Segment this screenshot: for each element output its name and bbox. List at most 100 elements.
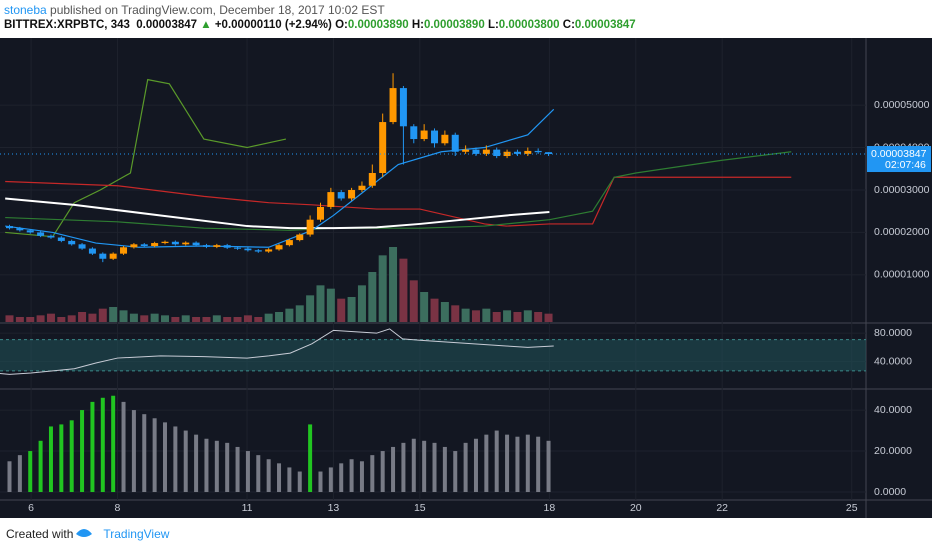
candle-body xyxy=(316,206,324,220)
volume-bar xyxy=(254,317,263,322)
symbol: BITTREX:XRPBTC, 343 xyxy=(4,19,130,31)
candle-body xyxy=(503,151,511,157)
histogram-bar xyxy=(48,426,53,493)
histogram-bar xyxy=(401,442,406,493)
volume-bar xyxy=(544,313,553,322)
y-tick-label: 0.00003000 xyxy=(874,184,930,196)
countdown: 02:07:46 xyxy=(885,159,926,171)
candle-body xyxy=(482,149,490,154)
candle-body xyxy=(399,88,407,127)
y-tick-label: 0.0000 xyxy=(874,486,906,498)
indicator-line xyxy=(5,197,550,230)
volume-bar xyxy=(264,313,273,322)
volume-bar xyxy=(389,247,398,322)
candle-body xyxy=(26,230,34,233)
last-price: 0.00003847 xyxy=(136,19,198,31)
volume-bar xyxy=(316,285,325,322)
y-tick-label: 0.00001000 xyxy=(874,269,930,281)
candle-body xyxy=(420,130,428,140)
volume-bar xyxy=(357,285,366,322)
candle-body xyxy=(389,88,397,123)
histogram-bar xyxy=(536,436,541,493)
volume-bar xyxy=(119,310,128,322)
indicator-line xyxy=(5,151,792,231)
histogram-bar xyxy=(142,414,147,493)
y-tick-label: 0.00005000 xyxy=(874,99,930,111)
histogram-bar xyxy=(494,430,499,493)
rsi-band xyxy=(0,339,866,371)
candle-body xyxy=(99,253,107,259)
volume-bar xyxy=(368,272,377,322)
x-tick-label: 20 xyxy=(630,502,642,514)
histogram-bar xyxy=(546,440,551,493)
histogram-bar xyxy=(505,434,510,493)
candle-body xyxy=(441,134,449,144)
histogram-bar xyxy=(69,420,74,493)
indicator-line xyxy=(5,108,555,248)
histogram-bar xyxy=(391,446,396,493)
volume-bar xyxy=(67,315,76,322)
volume-bar xyxy=(36,315,45,322)
histogram-bar xyxy=(349,459,354,493)
header: stoneba published on TradingView.com, De… xyxy=(4,3,636,33)
histogram-bar xyxy=(473,438,478,493)
volume-bar xyxy=(420,292,429,322)
volume-bar xyxy=(409,280,418,322)
candle-body xyxy=(213,245,221,247)
candle-body xyxy=(223,245,231,248)
volume-bar xyxy=(233,317,242,322)
histogram-bar xyxy=(173,426,178,493)
ohlc-c: 0.00003847 xyxy=(574,19,636,31)
volume-bar xyxy=(295,305,304,322)
histogram-bar xyxy=(162,422,167,493)
candle-body xyxy=(120,247,128,254)
volume-bar xyxy=(275,312,284,322)
x-tick-label: 11 xyxy=(242,502,253,514)
volume-bar xyxy=(534,312,543,322)
candle-body xyxy=(275,245,283,250)
histogram-bar xyxy=(411,438,416,493)
histogram-bar xyxy=(484,434,489,493)
candle-body xyxy=(47,235,55,238)
price-tag-label: 0.00003847 xyxy=(871,148,927,160)
ohlc-c-key: C: xyxy=(562,19,575,31)
candle-body xyxy=(368,172,376,186)
x-tick-label: 18 xyxy=(544,502,556,514)
candle-body xyxy=(524,150,532,154)
author[interactable]: stoneba xyxy=(4,3,47,17)
indicator-line xyxy=(5,176,792,227)
histogram-bar xyxy=(245,451,250,493)
candle-body xyxy=(306,219,314,235)
volume-bar xyxy=(202,317,211,322)
candle-body xyxy=(140,244,148,247)
volume-bar xyxy=(451,305,460,322)
histogram-bar xyxy=(59,424,64,493)
volume-bar xyxy=(285,308,294,322)
volume-bar xyxy=(150,313,159,322)
volume-bar xyxy=(15,317,24,322)
y-tick-label: 40.0000 xyxy=(874,355,912,367)
candle-body xyxy=(78,244,86,249)
candle-body xyxy=(37,232,45,236)
candle-body xyxy=(68,240,76,245)
published: published on TradingView.com, December 1… xyxy=(46,3,385,17)
price-tag xyxy=(867,146,931,173)
candle-body xyxy=(161,241,169,244)
brand[interactable]: TradingView xyxy=(103,527,170,541)
histogram-bar xyxy=(380,451,385,493)
candle-body xyxy=(88,248,96,254)
histogram-bar xyxy=(370,455,375,493)
change: +0.00000110 (+2.94%) xyxy=(214,19,332,31)
ohlc-h-key: H: xyxy=(411,19,424,31)
volume-bar xyxy=(326,288,335,322)
volume-bar xyxy=(78,312,87,322)
histogram-bar xyxy=(453,451,458,493)
volume-bar xyxy=(46,313,55,322)
x-tick-label: 8 xyxy=(115,502,121,514)
rsi-line xyxy=(0,328,554,375)
candle-body xyxy=(16,228,24,231)
histogram-bar xyxy=(422,440,427,493)
histogram-bar xyxy=(225,442,230,493)
volume-bar xyxy=(306,295,315,322)
